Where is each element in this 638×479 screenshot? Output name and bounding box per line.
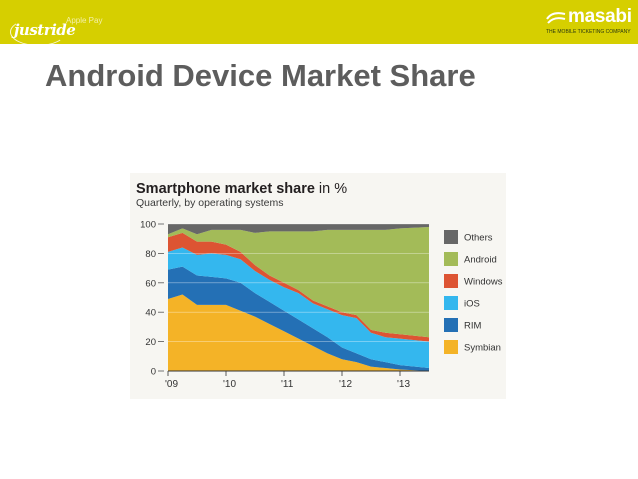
area-others (168, 224, 429, 235)
legend-label-ios: iOS (464, 299, 480, 310)
masabi-tagline: THE MOBILE TICKETING COMPANY (546, 29, 631, 35)
chart-title: Smartphone market share in % (136, 181, 347, 197)
masabi-logo-text: masabi (568, 6, 632, 27)
legend-swatch-android (444, 252, 458, 266)
legend-swatch-symbian (444, 340, 458, 354)
masabi-wave-icon (546, 12, 566, 24)
legend-swatch-others (444, 230, 458, 244)
area-rim (168, 266, 429, 371)
legend-label-others: Others (464, 233, 493, 244)
legend-label-android: Android (464, 255, 497, 266)
y-tick-label: 80 (145, 249, 156, 260)
justride-logo[interactable]: justride (6, 10, 76, 46)
y-tick-label: 40 (145, 308, 156, 319)
area-android (168, 226, 429, 338)
legend-label-symbian: Symbian (464, 343, 501, 354)
y-tick-label: 60 (145, 278, 156, 289)
area-symbian (168, 294, 429, 371)
x-tick-label: '13 (397, 379, 410, 390)
legend-label-rim: RIM (464, 321, 482, 332)
legend-swatch-rim (444, 318, 458, 332)
y-tick-label: 0 (151, 367, 156, 378)
justride-logo-text: justride (14, 21, 76, 39)
y-tick-label: 20 (145, 337, 156, 348)
area-windows (168, 232, 429, 342)
header-banner: justride Apple Pay masabi THE MOBILE TIC… (0, 0, 638, 46)
logo-swoosh-icon (10, 18, 66, 46)
chart-card: Smartphone market share in % Quarterly, b… (130, 173, 506, 399)
x-tick-label: '10 (223, 379, 236, 390)
legend-label-windows: Windows (464, 277, 503, 288)
legend-swatch-windows (444, 274, 458, 288)
legend-swatch-ios (444, 296, 458, 310)
market-share-chart: Smartphone market share in %Quarterly, b… (136, 181, 503, 390)
x-tick-label: '11 (281, 379, 294, 390)
x-tick-label: '09 (165, 379, 178, 390)
page-title: Android Device Market Share (45, 58, 476, 93)
y-tick-label: 100 (140, 220, 156, 231)
banner-tag: Apple Pay (66, 16, 103, 25)
x-tick-label: '12 (339, 379, 352, 390)
chart-subtitle: Quarterly, by operating systems (136, 197, 283, 209)
area-ios (168, 247, 429, 369)
masabi-logo[interactable]: masabi THE MOBILE TICKETING COMPANY (546, 6, 632, 40)
